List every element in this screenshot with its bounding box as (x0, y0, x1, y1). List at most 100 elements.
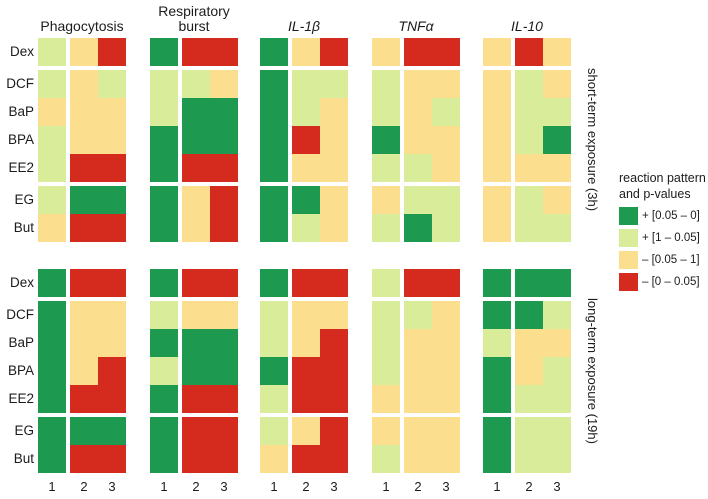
heatmap-cell (150, 186, 178, 214)
heatmap-cell (404, 126, 432, 154)
heatmap-cell (515, 154, 543, 182)
legend-title-line-1: reaction pattern (619, 171, 706, 185)
heatmap-cell (98, 126, 126, 154)
heatmap-cell (182, 385, 210, 413)
heatmap-cell (70, 98, 98, 126)
heatmap-cell (320, 98, 348, 126)
heatmap-cell (98, 329, 126, 357)
heatmap-cell (292, 269, 320, 297)
heatmap-cell (404, 98, 432, 126)
heatmap-cell (483, 126, 511, 154)
row-label-bpa: BPA (7, 132, 34, 147)
heatmap-cell (98, 445, 126, 473)
row-label-dcf: DCF (6, 307, 34, 322)
heatmap-cell (404, 186, 432, 214)
heatmap-cell (150, 301, 178, 329)
heatmap-cell (515, 38, 543, 66)
heatmap-cell (515, 126, 543, 154)
replicate-tick: 1 (48, 479, 56, 494)
heatmap-cell (260, 214, 288, 242)
heatmap-cell (515, 445, 543, 473)
heatmap-cell (515, 98, 543, 126)
replicate-tick: 1 (493, 479, 501, 494)
legend-entry: + [0.05 – 0] (619, 207, 706, 225)
replicate-tick: 3 (442, 479, 450, 494)
heatmap-cell (320, 329, 348, 357)
legend-swatch (619, 229, 638, 247)
heatmap-cell (483, 357, 511, 385)
heatmap-cell (320, 357, 348, 385)
heatmap-cell (372, 214, 400, 242)
heatmap-cell (372, 385, 400, 413)
heatmap-cell (320, 445, 348, 473)
row-label-bpa: BPA (7, 363, 34, 378)
heatmap-cell (483, 329, 511, 357)
heatmap-cell (432, 269, 460, 297)
heatmap-cell (98, 98, 126, 126)
heatmap-cell (432, 445, 460, 473)
heatmap-cell (38, 417, 66, 445)
heatmap-cell (98, 357, 126, 385)
heatmap-cell (182, 417, 210, 445)
heatmap-cell (292, 301, 320, 329)
heatmap-cell (320, 70, 348, 98)
heatmap-cell (260, 385, 288, 413)
heatmap-cell (320, 417, 348, 445)
heatmap-cell (260, 98, 288, 126)
replicate-tick: 1 (270, 479, 278, 494)
row-label-bap: BaP (8, 335, 34, 350)
heatmap-cell (38, 98, 66, 126)
heatmap-cell (515, 70, 543, 98)
heatmap-cell (292, 417, 320, 445)
legend-entry: – [0 – 0.05] (619, 273, 706, 291)
heatmap-cell (372, 186, 400, 214)
heatmap-cell (182, 154, 210, 182)
assay-header-line: TNFα (398, 18, 434, 34)
heatmap-cell (404, 445, 432, 473)
heatmap-cell (210, 186, 238, 214)
row-label-dcf: DCF (6, 76, 34, 91)
heatmap-cell (483, 38, 511, 66)
heatmap-cell (404, 385, 432, 413)
assay-header-5: IL-10 (467, 0, 587, 34)
heatmap-cell (182, 186, 210, 214)
heatmap-cell (515, 329, 543, 357)
replicate-tick: 2 (414, 479, 422, 494)
assay-header-line: Phagocytosis (40, 18, 124, 34)
heatmap-cell (432, 357, 460, 385)
heatmap-cell (372, 98, 400, 126)
heatmap-cell (38, 154, 66, 182)
heatmap-cell (543, 385, 571, 413)
heatmap-cell (372, 301, 400, 329)
heatmap-cell (150, 70, 178, 98)
heatmap-cell (483, 385, 511, 413)
side-label-short-term-exposure: short-term exposure (3h) (585, 68, 600, 212)
heatmap-cell (182, 445, 210, 473)
assay-header-line: burst (178, 18, 210, 34)
heatmap-cell (260, 445, 288, 473)
heatmap-cell (98, 417, 126, 445)
heatmap-cell (543, 70, 571, 98)
heatmap-cell (292, 70, 320, 98)
heatmap-cell (98, 70, 126, 98)
assay-header-4: TNFα (356, 0, 476, 34)
heatmap-cell (182, 98, 210, 126)
heatmap-cell (292, 154, 320, 182)
heatmap-cell (292, 445, 320, 473)
replicate-tick: 3 (330, 479, 338, 494)
heatmap-cell (432, 126, 460, 154)
legend-entry: – [0.05 – 1] (619, 251, 706, 269)
heatmap-cell (372, 417, 400, 445)
side-label-long-term-exposure: long-term exposure (19h) (585, 298, 600, 444)
heatmap-cell (150, 38, 178, 66)
heatmap-cell (483, 269, 511, 297)
heatmap-cell (210, 417, 238, 445)
heatmap-cell (372, 126, 400, 154)
legend-entry-label: + [1 – 0.05] (642, 232, 700, 244)
heatmap-cell (483, 417, 511, 445)
heatmap-cell (320, 269, 348, 297)
heatmap-cell (404, 357, 432, 385)
heatmap-cell (150, 417, 178, 445)
heatmap-cell (182, 269, 210, 297)
